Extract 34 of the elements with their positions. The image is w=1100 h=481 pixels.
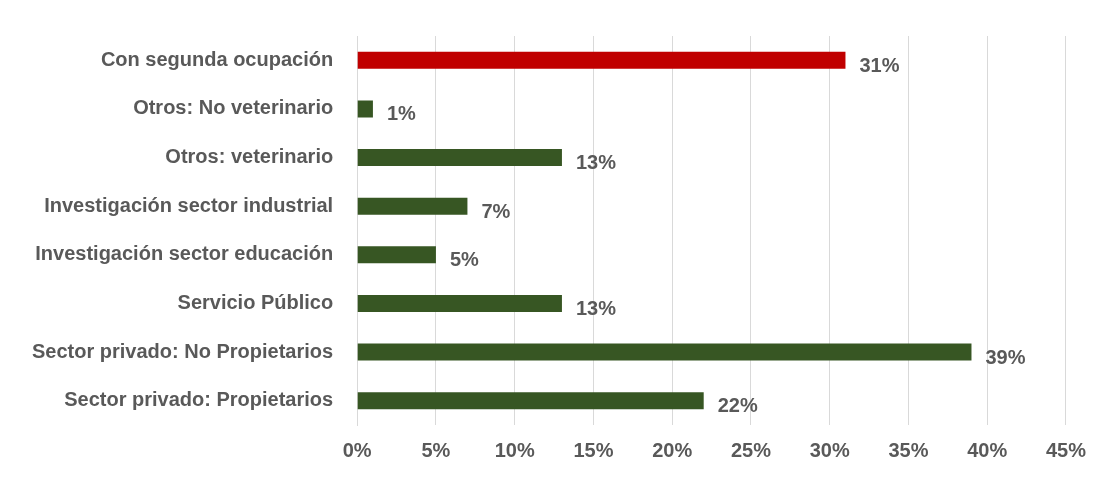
x-tick-label: 40% [967,438,1008,461]
y-tick-label: Otros: No veterinario [133,96,334,119]
y-tick-label: Otros: veterinario [165,145,334,168]
y-tick-label: Investigación sector educación [35,242,334,265]
bar [357,392,704,410]
bar [357,246,436,264]
data-label: 7% [481,199,511,222]
bar [357,100,373,118]
x-tick-label: 5% [421,438,451,461]
y-tick-label: Investigación sector industrial [44,193,334,216]
x-tick-label: 45% [1045,438,1087,461]
data-label: 39% [985,345,1026,368]
data-label: 13% [575,151,617,174]
bar [357,197,468,215]
y-tick-label: Con segunda ocupación [100,47,334,70]
data-label: 22% [717,394,758,417]
data-label: 1% [386,102,417,125]
data-label: 31% [859,53,900,76]
y-tick-label: Servicio Público [177,290,334,313]
bar [357,294,562,312]
data-label: 13% [575,296,617,319]
x-tick-label: 0% [342,438,372,461]
y-tick-label: Sector privado: No Propietarios [32,339,334,362]
data-label: 5% [449,248,480,271]
bar [357,51,846,69]
x-tick-label: 30% [809,438,850,461]
x-tick-label: 10% [494,438,535,461]
x-tick-label: 15% [573,438,614,461]
y-tick-label: Sector privado: Propietarios [64,388,334,411]
x-tick-label: 20% [652,438,693,461]
x-tick-label: 35% [888,438,929,461]
bar [357,343,972,361]
bar [357,149,562,167]
x-tick-label: 25% [730,438,772,461]
